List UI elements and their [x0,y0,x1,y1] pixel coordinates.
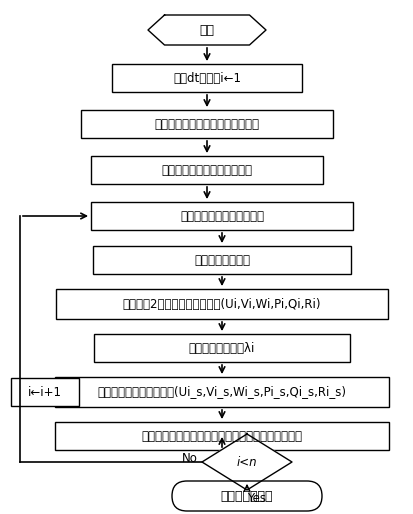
Text: i←i+1: i←i+1 [28,386,62,398]
Text: 时间步长的自适应: 时间步长的自适应 [194,253,249,266]
Text: 六自由度机械手运动，天平测量外挂物模型的气动力: 六自由度机械手运动，天平测量外挂物模型的气动力 [141,430,302,443]
FancyBboxPatch shape [91,202,352,230]
FancyBboxPatch shape [91,156,322,184]
FancyBboxPatch shape [55,377,388,407]
FancyBboxPatch shape [94,334,349,362]
FancyBboxPatch shape [11,378,79,406]
Text: 计算速度变换尺度λi: 计算速度变换尺度λi [188,341,254,355]
Text: 用牛顿第2定律计算外挂物速度(Ui,Vi,Wi,Pi,Qi,Ri): 用牛顿第2定律计算外挂物速度(Ui,Vi,Wi,Pi,Qi,Ri) [122,298,320,310]
Text: 设置dt长度，i←1: 设置dt长度，i←1 [173,71,240,84]
Text: 开始: 开始 [199,24,214,36]
Text: 外挂物模型调整到初始位置与姿态: 外挂物模型调整到初始位置与姿态 [154,118,259,131]
FancyBboxPatch shape [55,422,388,450]
Text: Yes: Yes [247,491,266,505]
Polygon shape [147,15,266,45]
Polygon shape [202,434,291,490]
FancyBboxPatch shape [112,64,301,92]
Text: i<n: i<n [236,455,257,468]
Text: 输出轨迹，停止: 输出轨迹，停止 [220,489,273,503]
FancyBboxPatch shape [81,110,332,138]
Text: 计算外挂物模型运动速度(Ui_s,Vi_s,Wi_s,Pi_s,Qi_s,Ri_s): 计算外挂物模型运动速度(Ui_s,Vi_s,Wi_s,Pi_s,Qi_s,Ri_… [97,386,346,398]
FancyBboxPatch shape [171,481,321,511]
FancyBboxPatch shape [93,246,350,274]
FancyBboxPatch shape [56,289,387,319]
Text: 计算外挂物的合力与合力矩: 计算外挂物的合力与合力矩 [180,210,263,223]
Text: No: No [182,451,197,465]
Text: 天平测量外挂物模型的气动力: 天平测量外挂物模型的气动力 [161,163,252,176]
